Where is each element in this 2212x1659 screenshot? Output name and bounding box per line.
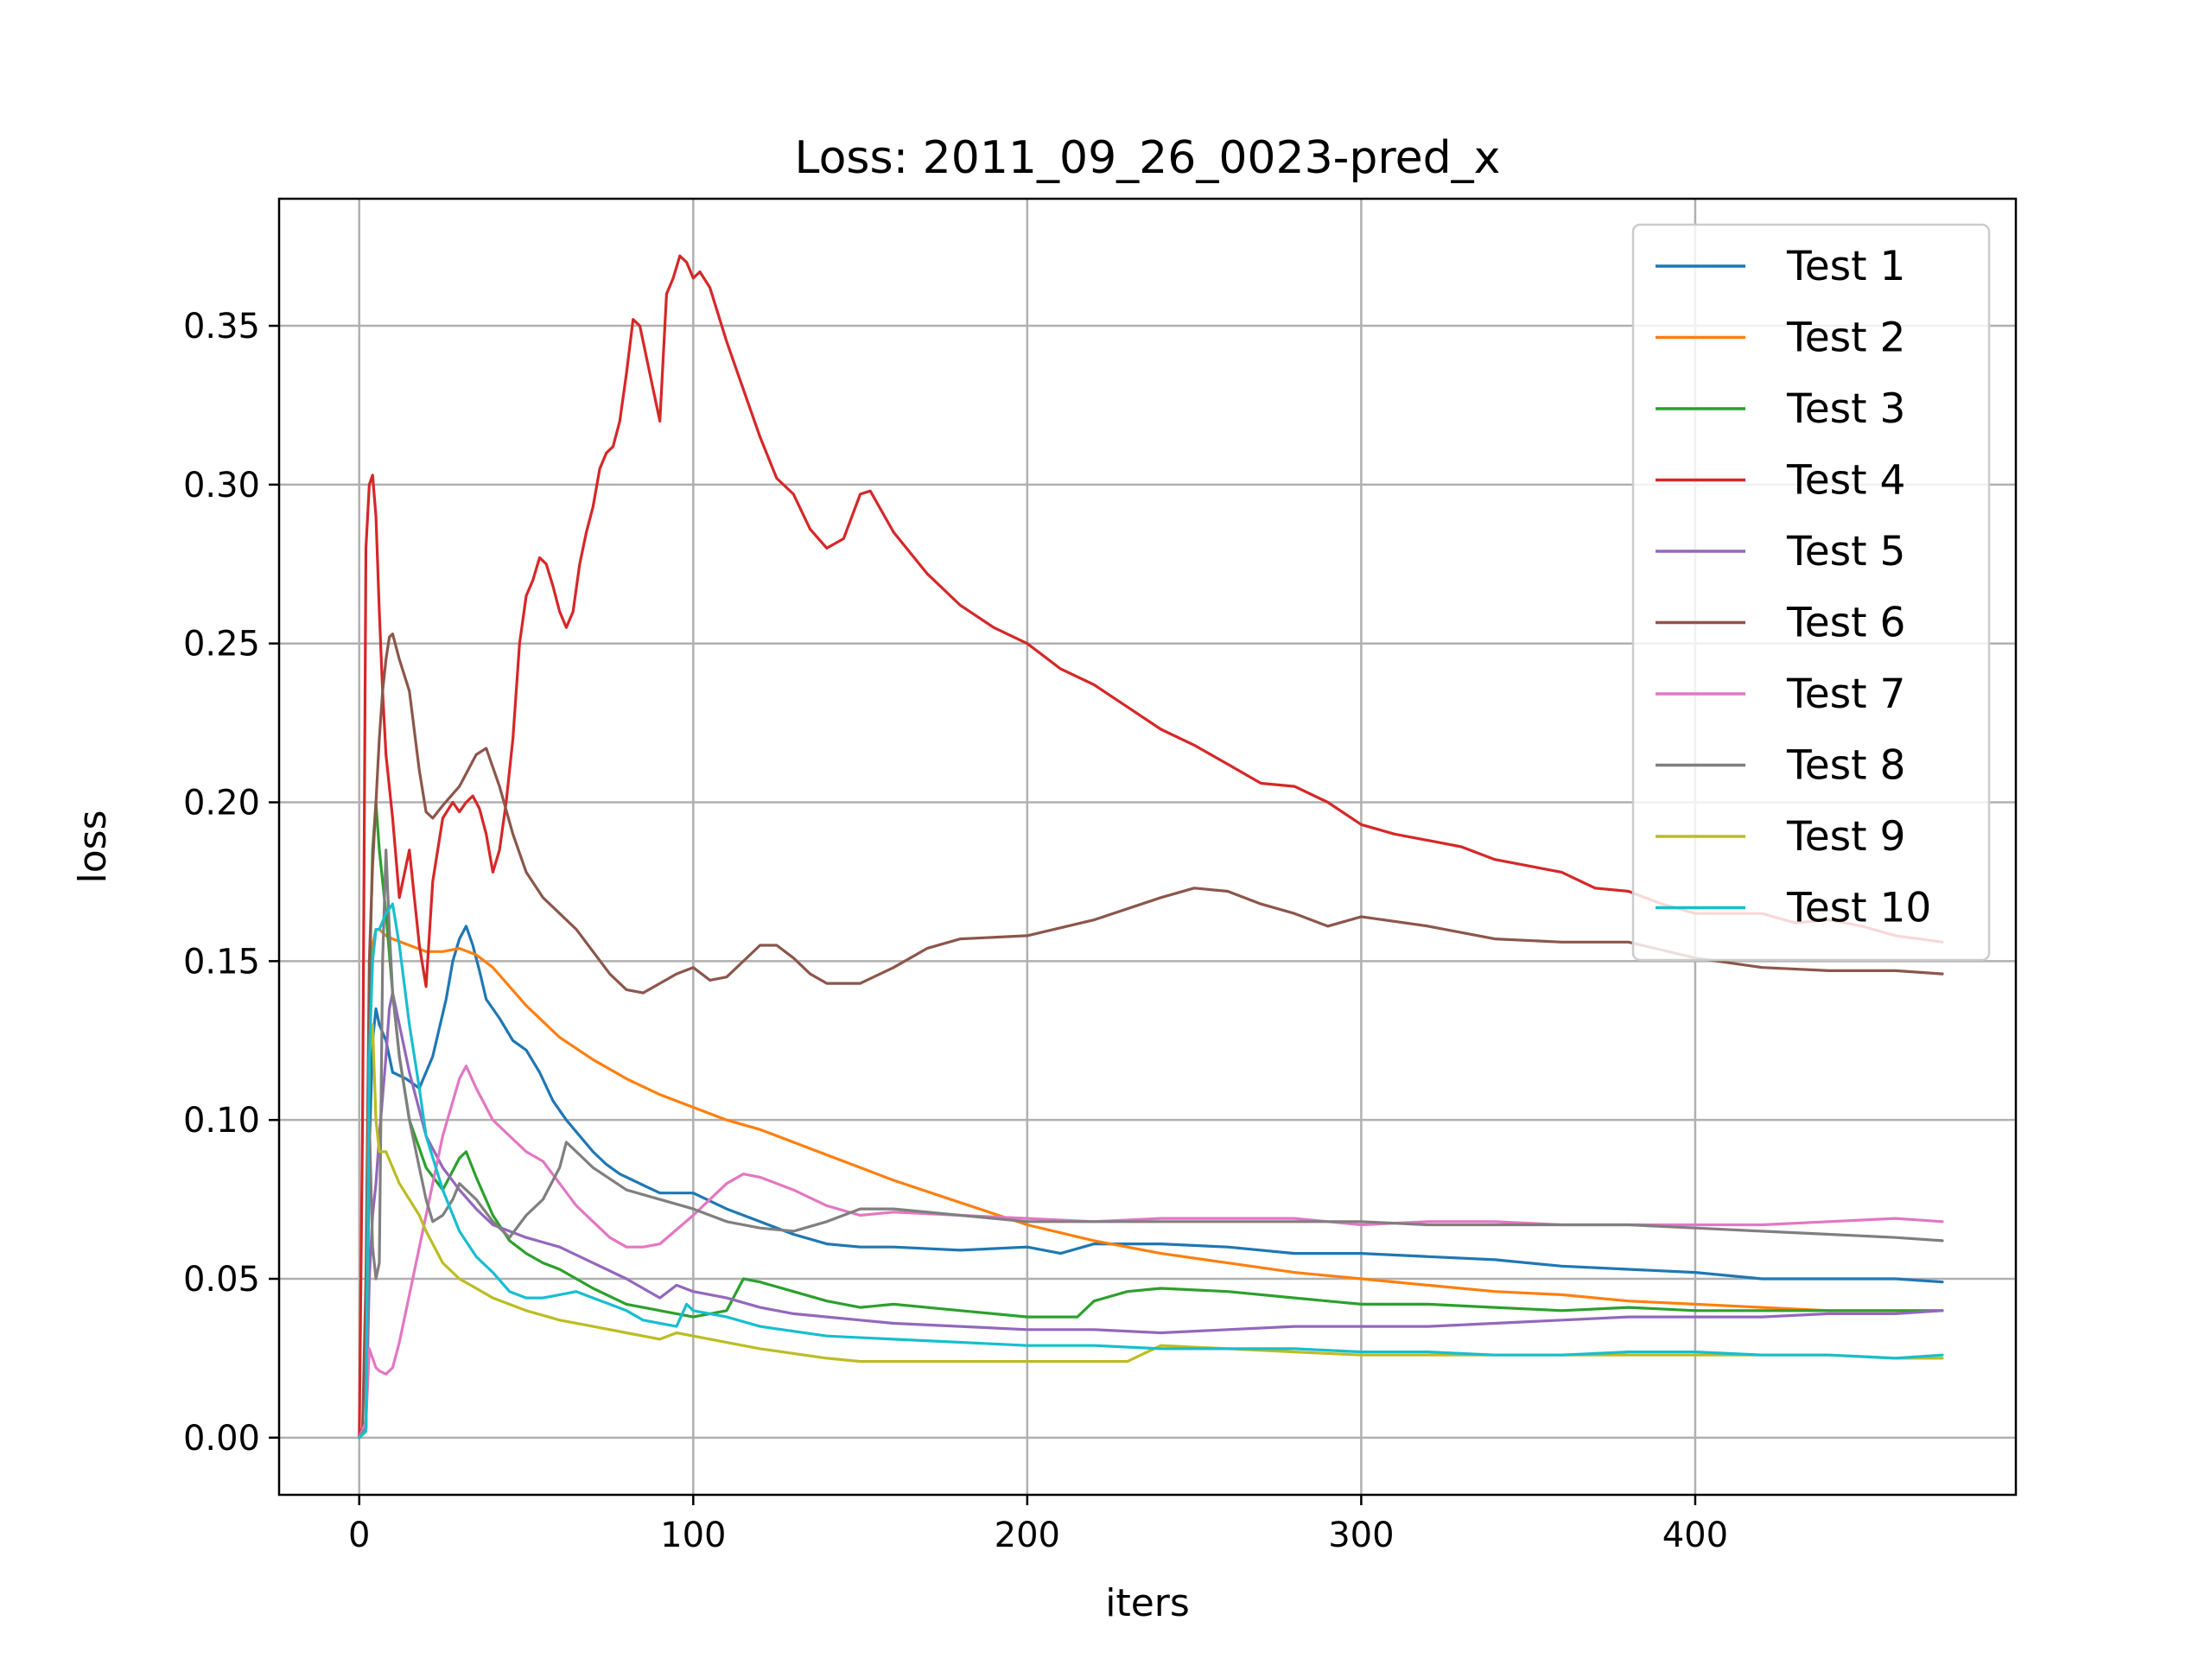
series-line-test-10 <box>358 902 1944 1440</box>
legend-label: Test 1 <box>1786 243 1905 290</box>
legend-label: Test 2 <box>1786 315 1905 362</box>
x-tick-label: 400 <box>1662 1516 1728 1555</box>
legend: Test 1 Test 2 Test 3 Test 4 Test 5 Test 6 Test… <box>1631 223 1991 962</box>
legend-label: Test 7 <box>1786 671 1905 718</box>
y-tick-label: 0.20 <box>183 784 260 823</box>
y-tick-label: 0.00 <box>183 1419 260 1459</box>
y-tick-label: 0.30 <box>183 466 260 505</box>
legend-label: Test 8 <box>1786 742 1905 790</box>
y-tick-label: 0.25 <box>183 625 260 664</box>
plot-frame <box>277 197 2018 1497</box>
legend-label: Test 3 <box>1786 385 1905 433</box>
y-tick-label: 0.35 <box>183 307 260 346</box>
series-line-test-4 <box>358 254 1944 1440</box>
legend-label: Test 10 <box>1786 885 1931 932</box>
x-axis-label: iters <box>1105 1581 1190 1625</box>
legend-label: Test 9 <box>1786 813 1905 861</box>
series-line-test-7 <box>358 1065 1944 1440</box>
y-tick-label: 0.10 <box>183 1101 260 1141</box>
series-line-test-1 <box>358 925 1944 1440</box>
series-line-test-9 <box>358 1023 1944 1440</box>
chart-title: Loss: 2011_09_26_0023-pred_x <box>795 132 1501 184</box>
series-line-test-6 <box>358 632 1944 1440</box>
y-axis-label: loss <box>71 810 115 884</box>
x-tick-label: 300 <box>1328 1516 1394 1555</box>
x-tick-label: 100 <box>660 1516 726 1555</box>
axis-ticks: 0 100 200 300 400 0.00 0.05 0.10 0.15 0.20 0.25 0.3… <box>183 307 1728 1555</box>
series-line-test-8 <box>358 849 1944 1440</box>
legend-label: Test 6 <box>1786 600 1905 647</box>
series-line-test-2 <box>358 927 1944 1440</box>
x-tick-label: 200 <box>995 1516 1060 1555</box>
legend-label: Test 4 <box>1786 457 1905 505</box>
y-tick-label: 0.15 <box>183 942 260 982</box>
series-line-test-5 <box>358 991 1944 1440</box>
x-tick-label: 0 <box>348 1516 370 1555</box>
y-tick-label: 0.05 <box>183 1260 260 1300</box>
series-lines <box>358 254 1944 1440</box>
legend-label: Test 5 <box>1786 528 1905 575</box>
